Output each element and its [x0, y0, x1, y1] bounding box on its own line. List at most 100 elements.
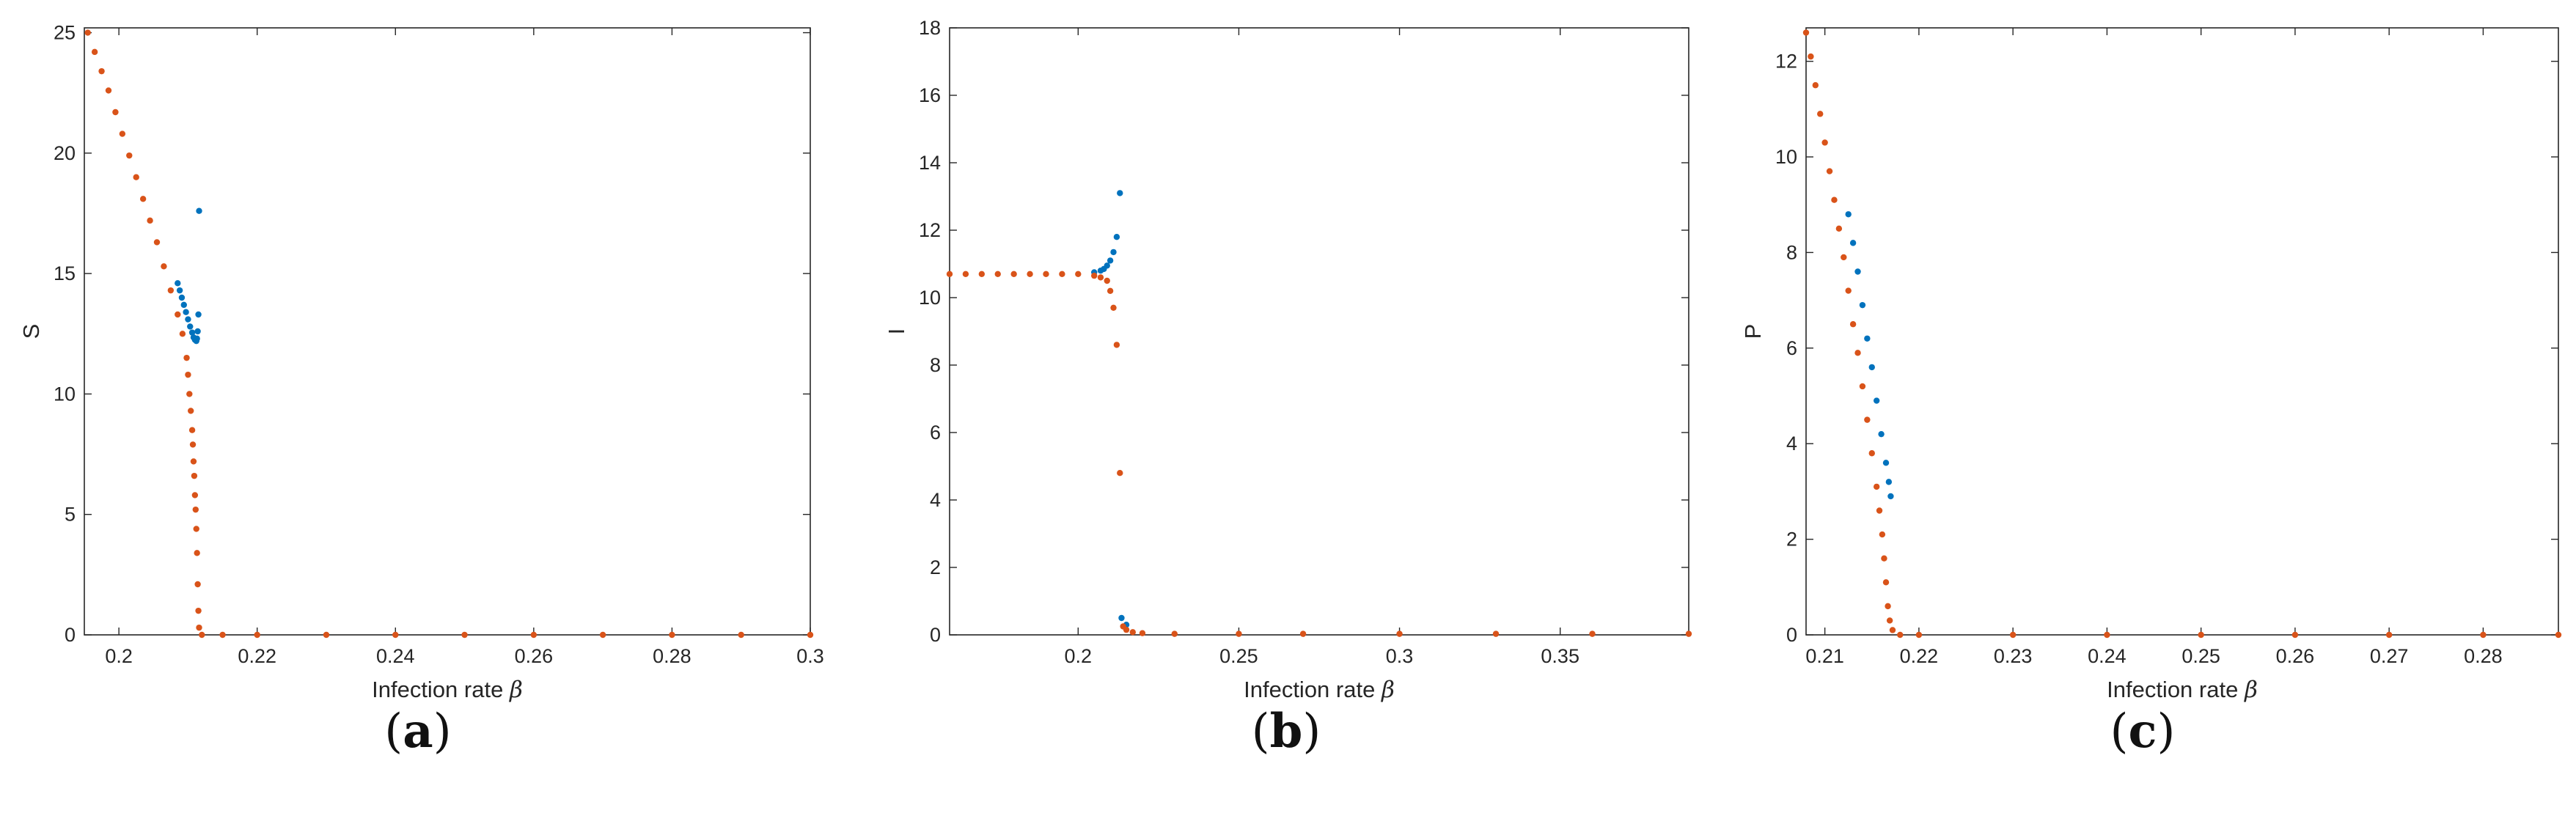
data-point	[188, 329, 196, 336]
y-tick-label: 15	[54, 262, 76, 284]
x-tick-label: 0.26	[515, 645, 554, 667]
y-tick-label: 25	[54, 22, 76, 44]
data-point	[1118, 614, 1125, 622]
data-point	[599, 631, 606, 639]
data-point	[1835, 225, 1843, 232]
data-point	[2104, 631, 2110, 639]
data-point	[1821, 139, 1828, 146]
data-point	[1845, 211, 1852, 218]
x-axis-label-text: Infection rate	[2107, 677, 2245, 702]
data-point	[193, 526, 199, 532]
data-point	[196, 207, 202, 214]
panel-label-c-text: c	[2128, 704, 2157, 759]
plot-frame	[949, 27, 1689, 636]
x-tick-label: 0.22	[1900, 645, 1939, 667]
data-point	[2385, 631, 2393, 639]
plot-frame	[84, 27, 811, 636]
data-point	[192, 506, 199, 513]
x-axis-label: Infection rate β	[372, 677, 523, 703]
y-axis-label: P	[1740, 324, 1766, 339]
data-point	[1110, 304, 1117, 311]
data-point	[1104, 277, 1110, 284]
data-point	[2555, 631, 2562, 639]
data-point	[1107, 257, 1114, 264]
y-tick-label: 10	[919, 287, 941, 309]
x-axis-label-symbol: β	[509, 677, 523, 703]
data-point	[153, 239, 161, 246]
y-tick-label: 2	[1786, 529, 1797, 551]
plot-frame	[1805, 27, 2559, 636]
series-2	[946, 271, 1692, 637]
data-point	[188, 427, 196, 433]
y-tick-label: 4	[1786, 433, 1797, 455]
data-point	[191, 472, 198, 479]
data-point	[1831, 196, 1838, 203]
data-point	[1882, 460, 1890, 466]
data-point	[1849, 321, 1857, 328]
y-tick-label: 8	[930, 354, 941, 376]
data-point	[1849, 240, 1857, 246]
data-point	[186, 391, 193, 397]
data-point	[1854, 350, 1861, 356]
data-point	[1107, 287, 1114, 294]
x-tick-label: 0.25	[2181, 645, 2220, 667]
data-point	[1113, 234, 1120, 240]
x-tick-label: 0.2	[1065, 645, 1093, 667]
data-point	[1139, 630, 1146, 636]
data-point	[1879, 531, 1886, 538]
data-point	[1808, 53, 1814, 60]
y-tick-label: 16	[919, 84, 941, 106]
data-point	[119, 130, 126, 137]
data-point	[1885, 603, 1891, 610]
y-tick-label: 4	[930, 489, 941, 511]
data-point	[669, 631, 675, 639]
y-tick-label: 10	[1775, 146, 1797, 168]
data-point	[175, 280, 181, 287]
data-point	[530, 631, 537, 639]
data-point	[139, 196, 147, 202]
data-point	[147, 217, 153, 224]
y-axis-label: I	[884, 328, 909, 335]
data-point	[1117, 470, 1123, 477]
y-tick-label: 6	[930, 422, 941, 444]
panel-label-b: (b)	[1251, 704, 1321, 759]
x-tick-label: 0.28	[653, 645, 691, 667]
y-tick-label: 10	[54, 383, 76, 405]
x-tick-label: 0.3	[1386, 645, 1414, 667]
data-point	[126, 152, 133, 159]
data-point	[1886, 617, 1893, 624]
data-point	[112, 108, 119, 116]
data-point	[185, 371, 191, 378]
x-tick-label: 0.35	[1541, 645, 1579, 667]
data-point	[254, 631, 260, 639]
data-point	[738, 631, 744, 639]
y-tick-label: 0	[1786, 624, 1797, 646]
data-point	[185, 316, 191, 323]
data-point	[84, 29, 91, 36]
data-point	[196, 624, 202, 631]
y-tick-label: 20	[54, 142, 76, 164]
data-point	[946, 271, 953, 277]
data-point	[179, 331, 186, 337]
data-point	[1299, 630, 1307, 637]
y-tick-label: 18	[919, 17, 941, 39]
data-point	[962, 271, 969, 277]
data-point	[1873, 483, 1880, 490]
panel-label-c: (c)	[2110, 704, 2176, 759]
data-point	[178, 294, 186, 301]
data-point	[1059, 271, 1065, 277]
data-point	[1859, 301, 1866, 309]
data-point	[1897, 631, 1904, 639]
series-1	[175, 207, 202, 345]
y-tick-label: 0	[930, 624, 941, 646]
data-point	[105, 87, 112, 94]
data-point	[2009, 631, 2017, 639]
x-axis-label-text: Infection rate	[372, 677, 510, 702]
data-point	[167, 287, 175, 294]
data-point	[1889, 627, 1896, 633]
x-tick-label: 0.26	[2276, 645, 2315, 667]
data-point	[1817, 111, 1824, 117]
y-tick-label: 5	[65, 504, 76, 526]
